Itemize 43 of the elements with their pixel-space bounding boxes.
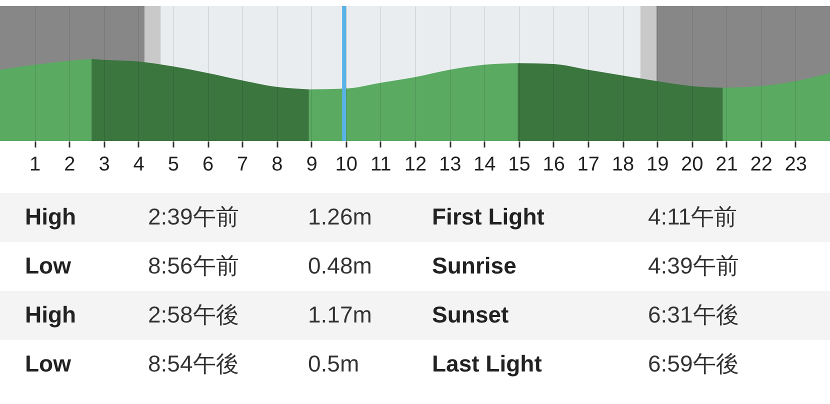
x-tick-label: 2 — [64, 154, 76, 176]
x-tick-label: 19 — [646, 154, 669, 176]
text: Last Light — [432, 350, 542, 376]
x-tick-label: 4 — [133, 154, 144, 176]
text: Sunset — [432, 302, 510, 328]
text: 6:59午後 — [648, 350, 739, 376]
x-tick-label: 5 — [168, 154, 179, 176]
x-tick-label: 8 — [272, 154, 283, 176]
x-tick-label: 17 — [577, 154, 600, 176]
text: 8:54午後 — [148, 350, 239, 376]
x-tick-label: 1 — [30, 154, 41, 176]
text: 0.48m — [308, 252, 372, 278]
text: 2:58午後 — [148, 302, 239, 328]
text: 1.17m — [308, 302, 372, 328]
text: First Light — [432, 204, 545, 230]
text: 8:56午前 — [148, 252, 239, 278]
text: 0.5m — [308, 350, 360, 376]
text: 2:39午前 — [148, 204, 239, 230]
x-tick-label: 23 — [784, 154, 808, 176]
text: Low — [25, 252, 72, 278]
x-tick-label: 22 — [750, 154, 772, 176]
x-tick-label: 18 — [612, 154, 634, 176]
x-tick-label: 11 — [370, 154, 392, 176]
x-tick-label: 13 — [438, 154, 462, 176]
x-tick-label: 3 — [98, 154, 110, 176]
x-tick-label: 9 — [306, 154, 318, 176]
x-tick-label: 20 — [681, 154, 704, 176]
text: 4:11午前 — [648, 204, 738, 230]
x-tick-label: 21 — [716, 154, 738, 176]
x-tick-label: 10 — [335, 154, 358, 176]
text: 6:31午後 — [648, 302, 739, 328]
x-tick-label: 14 — [474, 154, 496, 176]
x-tick-label: 16 — [542, 154, 565, 176]
text: High — [25, 204, 76, 230]
text: Sunrise — [432, 252, 516, 278]
x-tick-label: 7 — [237, 154, 248, 176]
text: Low — [25, 350, 72, 376]
text: High — [25, 302, 76, 328]
text: 1.26m — [308, 204, 372, 230]
x-tick-label: 6 — [202, 154, 214, 176]
x-tick-label: 15 — [508, 154, 530, 176]
x-tick-label: 12 — [404, 154, 427, 176]
text: 4:39午前 — [648, 252, 739, 278]
